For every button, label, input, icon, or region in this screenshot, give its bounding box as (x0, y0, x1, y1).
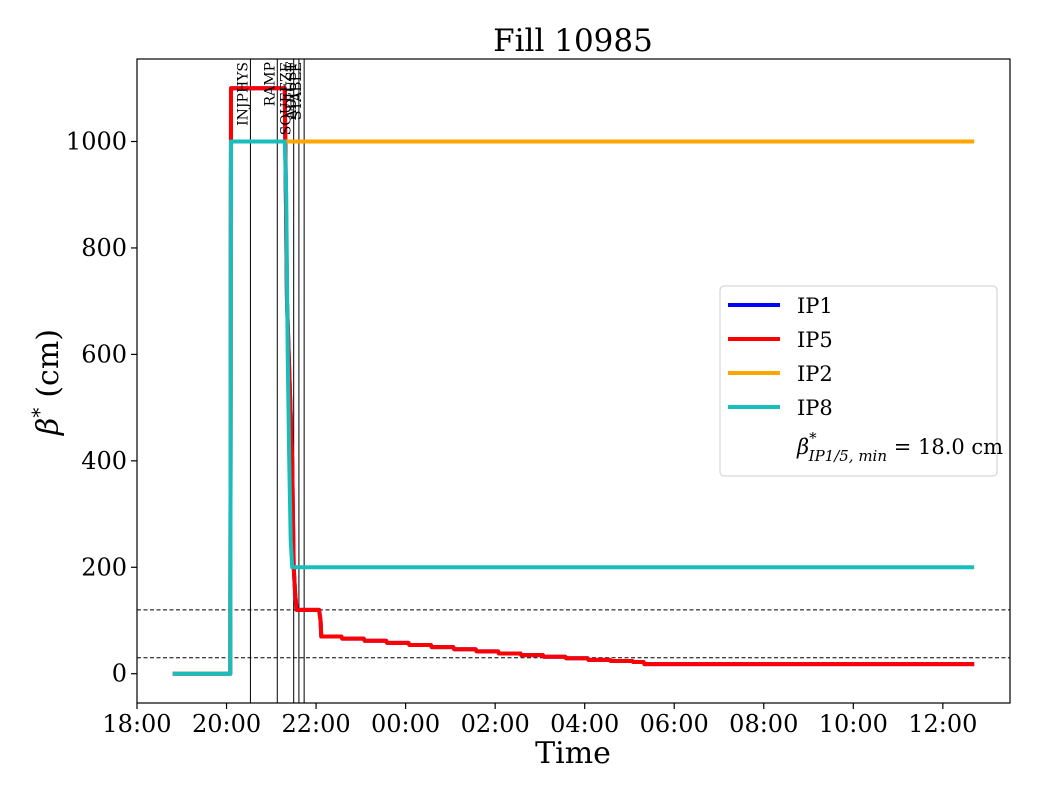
y-tick-label: 600 (81, 340, 127, 368)
x-tick-label: 04:00 (550, 710, 619, 738)
y-axis-label-symbol: β (31, 418, 66, 436)
x-tick-label: 10:00 (819, 710, 888, 738)
chart-title: Fill 10985 (493, 23, 653, 59)
legend-label-ip8: IP8 (797, 396, 833, 420)
y-tick-label: 200 (81, 553, 127, 581)
legend-label-ip1: IP1 (797, 294, 833, 318)
x-tick-label: 18:00 (102, 710, 171, 738)
y-tick-label: 400 (81, 447, 127, 475)
x-tick-label: 22:00 (281, 710, 350, 738)
y-tick-label: 0 (112, 660, 127, 688)
legend-box (719, 285, 998, 477)
beam-mode-label-stable: STABLE (289, 62, 305, 120)
x-axis-label: Time (535, 736, 611, 771)
x-tick-label: 20:00 (192, 710, 261, 738)
y-axis: 0 200 400 600 800 1000 (66, 127, 137, 688)
plot-area (137, 59, 1010, 703)
beam-mode-label-adjust: ADJUST (284, 61, 300, 120)
x-tick-label: 06:00 (640, 710, 709, 738)
y-tick-label: 1000 (66, 127, 127, 155)
x-tick-label: 08:00 (729, 710, 798, 738)
series-line-ip5 (172, 86, 975, 676)
legend-label-beta-min: β* IP1/5, min = 18.0 cm (796, 429, 1003, 465)
x-tick-label: 02:00 (461, 710, 530, 738)
y-axis-label: β* (cm) (27, 329, 66, 436)
series-line-ip8 (172, 139, 975, 676)
beam-mode-label-squeeze: SQUEEZE (279, 62, 295, 135)
y-axis-label-unit: (cm) (31, 329, 66, 398)
x-tick-label: 12:00 (908, 710, 977, 738)
beam-mode-label-injphys: INJPHYS (235, 62, 251, 126)
plot-frame (136, 58, 1011, 704)
beam-mode-label-ramp: RAMP (262, 62, 278, 106)
x-tick-label: 00:00 (371, 710, 440, 738)
legend: IP1 IP5 IP2 IP8 β* IP1/5, min = 18.0 cm (719, 285, 1003, 477)
y-tick-label: 800 (81, 234, 127, 262)
legend-label-ip5: IP5 (797, 328, 833, 352)
x-axis: 18:00 20:00 22:00 00:00 02:00 04:00 06:00 08:00… (102, 703, 977, 738)
legend-label-ip2: IP2 (797, 362, 833, 386)
y-axis-label-sup: * (27, 408, 51, 418)
